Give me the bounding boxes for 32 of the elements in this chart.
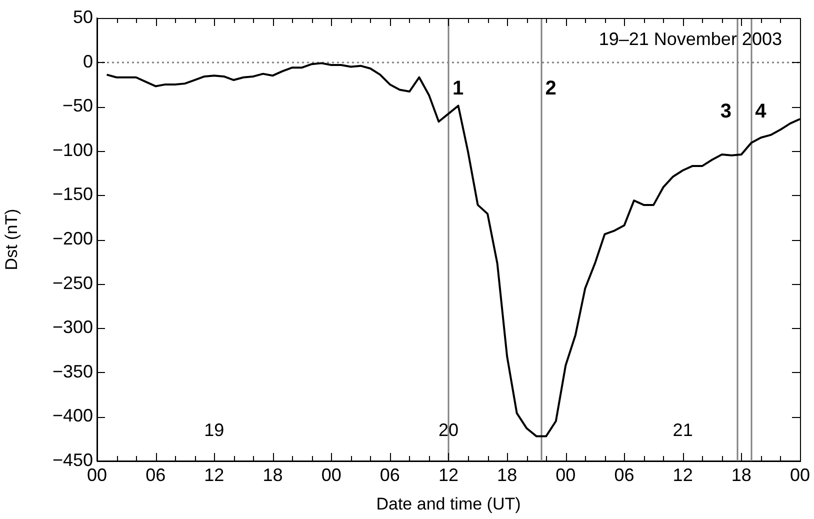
y-tick-label: −50 (62, 96, 93, 116)
x-tick-label: 00 (556, 464, 576, 485)
x-tick-label: 12 (672, 464, 693, 485)
x-tick-label: 00 (790, 464, 810, 485)
y-tick-label: −250 (52, 272, 93, 293)
x-tick-label: 18 (497, 464, 518, 485)
annotation: 3 (720, 100, 732, 122)
y-tick-label: 0 (82, 51, 93, 72)
y-tick-label: −100 (52, 140, 93, 160)
annotation: 21 (672, 420, 693, 440)
x-tick-label: 00 (321, 464, 342, 485)
x-tick-label: 12 (438, 464, 459, 485)
annotation: 2 (545, 77, 556, 100)
x-tick-label: 18 (731, 464, 752, 485)
y-axis-title: Dst (nT) (2, 208, 21, 270)
annotation: 19 (204, 420, 224, 440)
y-tick-label: −400 (52, 406, 93, 426)
annotation: 1 (452, 77, 464, 100)
annotation: 20 (438, 420, 459, 440)
annotation: 4 (755, 100, 768, 122)
text: 19–21 November 2003 (598, 29, 782, 50)
x-tick-label: 12 (204, 464, 224, 485)
y-tick-label: 50 (72, 6, 93, 27)
y-tick-label: −200 (52, 228, 93, 248)
x-tick-label: 06 (380, 464, 400, 485)
y-tick-label: −150 (52, 184, 93, 204)
x-tick-label: 18 (262, 464, 283, 485)
x-axis-title: Date and time (UT) (376, 494, 521, 514)
y-tick-label: −350 (52, 361, 93, 382)
y-tick-label: −300 (52, 317, 93, 338)
x-tick-label: 06 (614, 464, 634, 485)
x-tick-label: 06 (146, 464, 166, 485)
